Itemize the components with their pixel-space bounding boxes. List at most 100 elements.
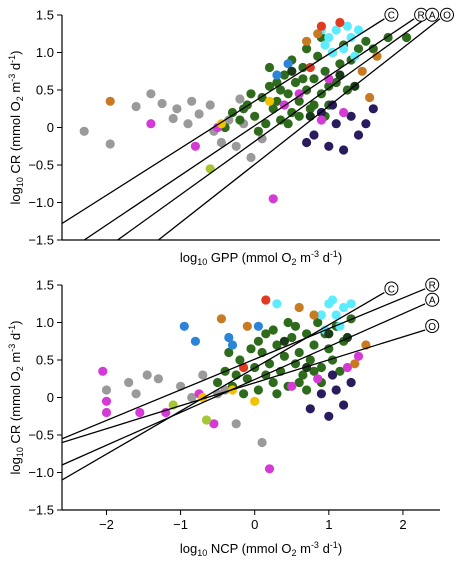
y-tick-label: 0 (47, 390, 54, 405)
data-point (198, 370, 208, 380)
y-tick-label: −1.0 (28, 195, 54, 210)
data-point (302, 44, 312, 54)
regression-line-C (62, 18, 385, 225)
data-point (131, 101, 141, 112)
regression-line-O (157, 18, 441, 240)
data-point (79, 126, 89, 136)
data-point (290, 77, 301, 88)
data-point (302, 385, 312, 395)
data-point (353, 44, 364, 54)
regression-lines (62, 288, 426, 481)
data-point (305, 111, 315, 121)
data-point (339, 107, 349, 118)
data-point (253, 336, 263, 346)
data-point (257, 437, 267, 448)
data-point (324, 344, 334, 354)
data-point (253, 321, 263, 331)
data-point (172, 104, 182, 114)
data-point (361, 36, 371, 46)
data-point (350, 359, 360, 369)
data-point (294, 377, 304, 388)
data-point (268, 325, 278, 335)
scatter-points (79, 17, 412, 204)
data-point (235, 115, 245, 125)
data-point (339, 302, 349, 313)
data-point (264, 81, 275, 91)
regression-line-A (62, 303, 426, 466)
data-point (302, 362, 312, 373)
panel-ncp: C RA O −1.5 −1.0 −0.5 0 0.5 1.0 1.5 −2 −1 0 1 2 log10 N… (7, 278, 440, 558)
data-point (365, 92, 375, 103)
data-point (327, 295, 338, 305)
line-label-A: A (429, 11, 436, 22)
data-point (305, 62, 315, 73)
data-point (342, 362, 352, 373)
data-point (246, 89, 256, 99)
data-point (261, 119, 271, 129)
data-point (101, 385, 112, 395)
data-point (294, 302, 304, 313)
data-point (201, 415, 212, 425)
line-label-circle (425, 7, 440, 22)
x-axis-label: log10 GPP (mmol O2 m-3 d-1) (180, 249, 342, 267)
data-point (309, 310, 319, 320)
data-point (372, 51, 382, 61)
data-point (157, 98, 167, 109)
data-point (294, 89, 304, 99)
line-label-R: R (429, 281, 436, 292)
data-point (368, 104, 378, 114)
data-point (320, 40, 330, 50)
data-point (324, 32, 334, 43)
data-point (268, 377, 278, 388)
line-label-circle (440, 7, 454, 22)
regression-line-R (62, 288, 426, 440)
data-point (324, 411, 334, 421)
data-point (253, 385, 263, 395)
y-tick-label: −0.5 (28, 158, 54, 173)
data-point (316, 21, 326, 31)
data-point (235, 355, 245, 365)
data-point (357, 66, 367, 76)
data-point (142, 370, 152, 380)
data-point (153, 374, 163, 384)
data-point (327, 100, 338, 110)
y-tick-label: −0.5 (28, 428, 54, 443)
data-point (324, 74, 334, 84)
data-point (224, 115, 234, 125)
line-label-circle (384, 281, 399, 296)
data-point (316, 389, 326, 399)
data-point (216, 314, 226, 324)
y-axis-label: log10 CR (mmol O2 m-3 d-1) (7, 321, 25, 475)
y-tick-label: 1.5 (36, 278, 54, 293)
data-point (402, 32, 412, 43)
data-point (335, 321, 345, 331)
data-point (283, 119, 293, 129)
data-point (227, 340, 238, 350)
data-point (257, 134, 267, 144)
line-label-O: O (428, 322, 436, 333)
data-point (313, 374, 323, 384)
data-point (98, 366, 108, 376)
x-tick-label: −2 (99, 517, 114, 532)
line-label-C: C (388, 11, 395, 22)
y-tick-label: −1.0 (28, 465, 54, 480)
data-point (272, 77, 282, 88)
data-point (101, 407, 112, 418)
data-point (309, 100, 319, 110)
y-tick-label: −1.5 (28, 233, 54, 248)
data-point (227, 107, 238, 118)
data-point (298, 74, 308, 84)
data-point (294, 347, 304, 358)
data-point (339, 145, 349, 155)
data-point (290, 321, 301, 331)
x-tick-label: 2 (399, 517, 406, 532)
data-point (272, 70, 282, 80)
data-point (331, 119, 341, 129)
data-point (276, 85, 286, 95)
data-point (224, 347, 234, 358)
data-point (361, 119, 371, 129)
data-point (331, 25, 341, 35)
data-point (213, 377, 223, 388)
data-point (339, 400, 349, 410)
x-tick-label: 0 (251, 517, 258, 532)
